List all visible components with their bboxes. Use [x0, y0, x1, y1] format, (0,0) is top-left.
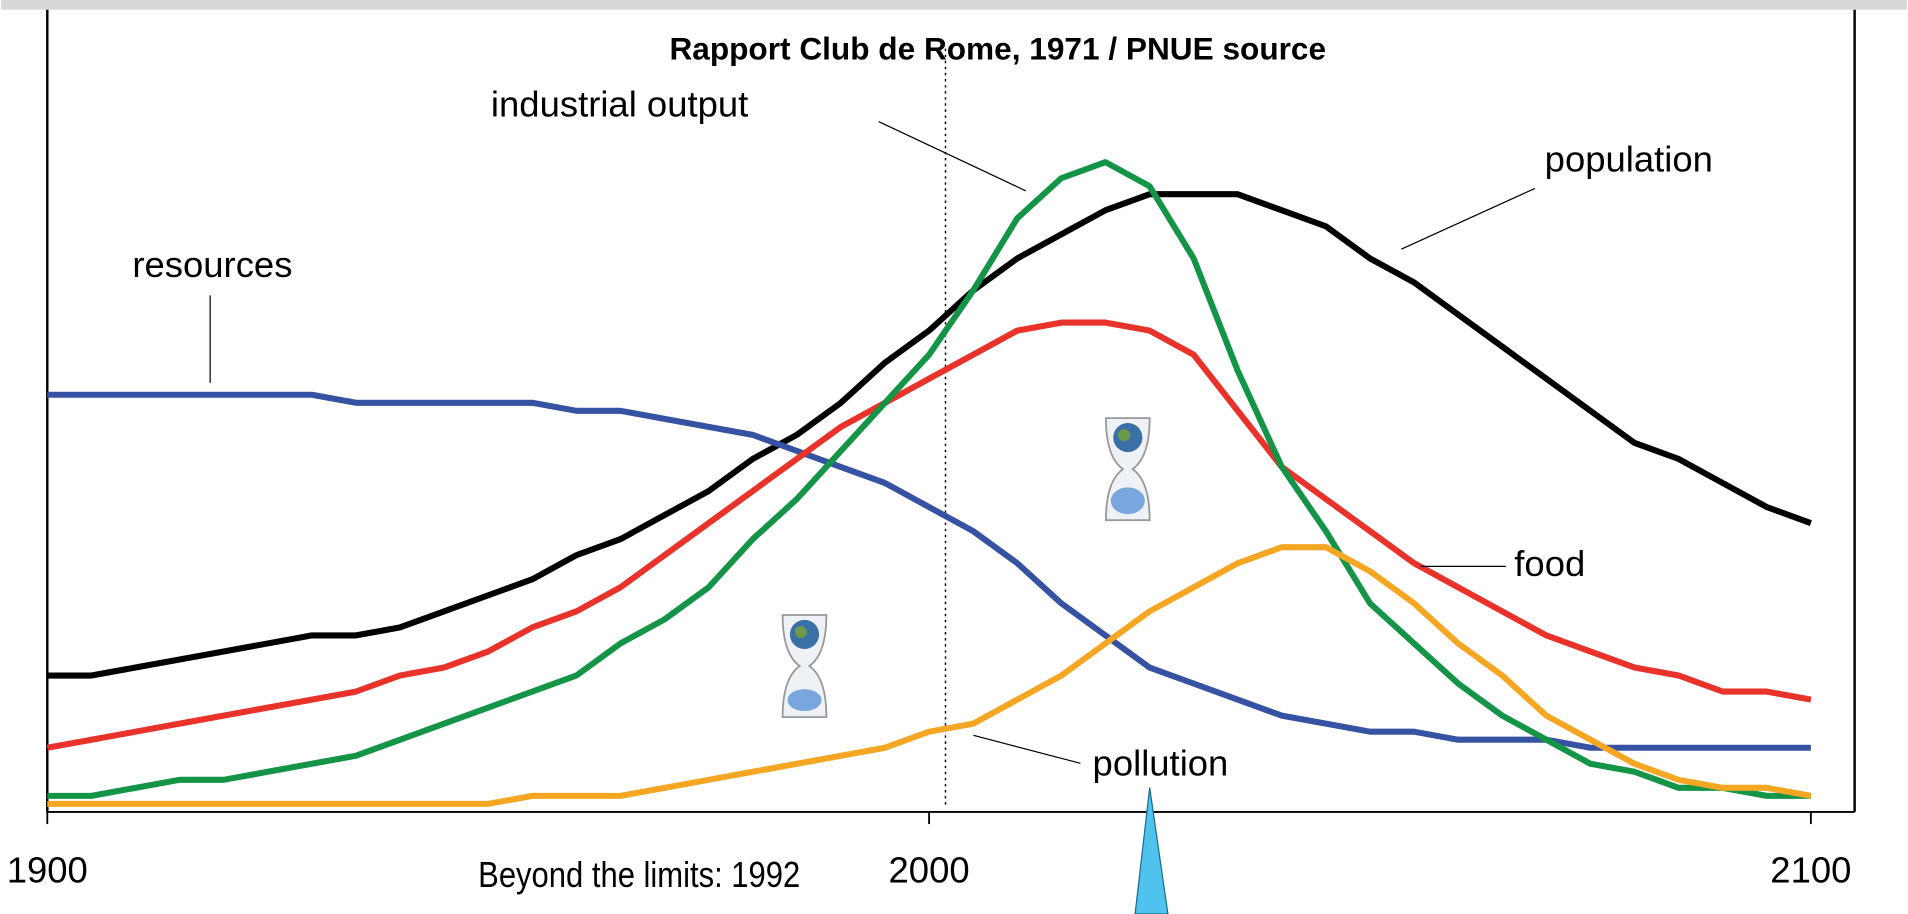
series-label: population [1545, 138, 1713, 179]
annotation: Beyond the limits: 1992 [478, 855, 800, 896]
x-tick-label: 2100 [1770, 849, 1851, 890]
x-tick-label: 1900 [7, 849, 88, 890]
series-label: industrial output [491, 84, 748, 125]
series-label: resources [132, 244, 292, 285]
x-tick-label: 2000 [889, 849, 970, 890]
leader-line [1401, 188, 1535, 249]
series-label: pollution [1093, 742, 1229, 783]
leader-line [879, 122, 1026, 191]
series-label: food [1514, 543, 1585, 584]
series-line [47, 194, 1811, 675]
hourglass [1106, 418, 1150, 520]
leader-line [973, 735, 1080, 763]
top-strip [1, 0, 1907, 10]
arrow [1135, 788, 1168, 914]
page: Rapport Club de Rome, 1971 / PNUE source… [0, 0, 1908, 914]
series-line [47, 323, 1811, 748]
hourglass [783, 615, 827, 717]
chart: Rapport Club de Rome, 1971 / PNUE source… [0, 0, 1908, 914]
chart-title: Rapport Club de Rome, 1971 / PNUE source [669, 30, 1326, 66]
